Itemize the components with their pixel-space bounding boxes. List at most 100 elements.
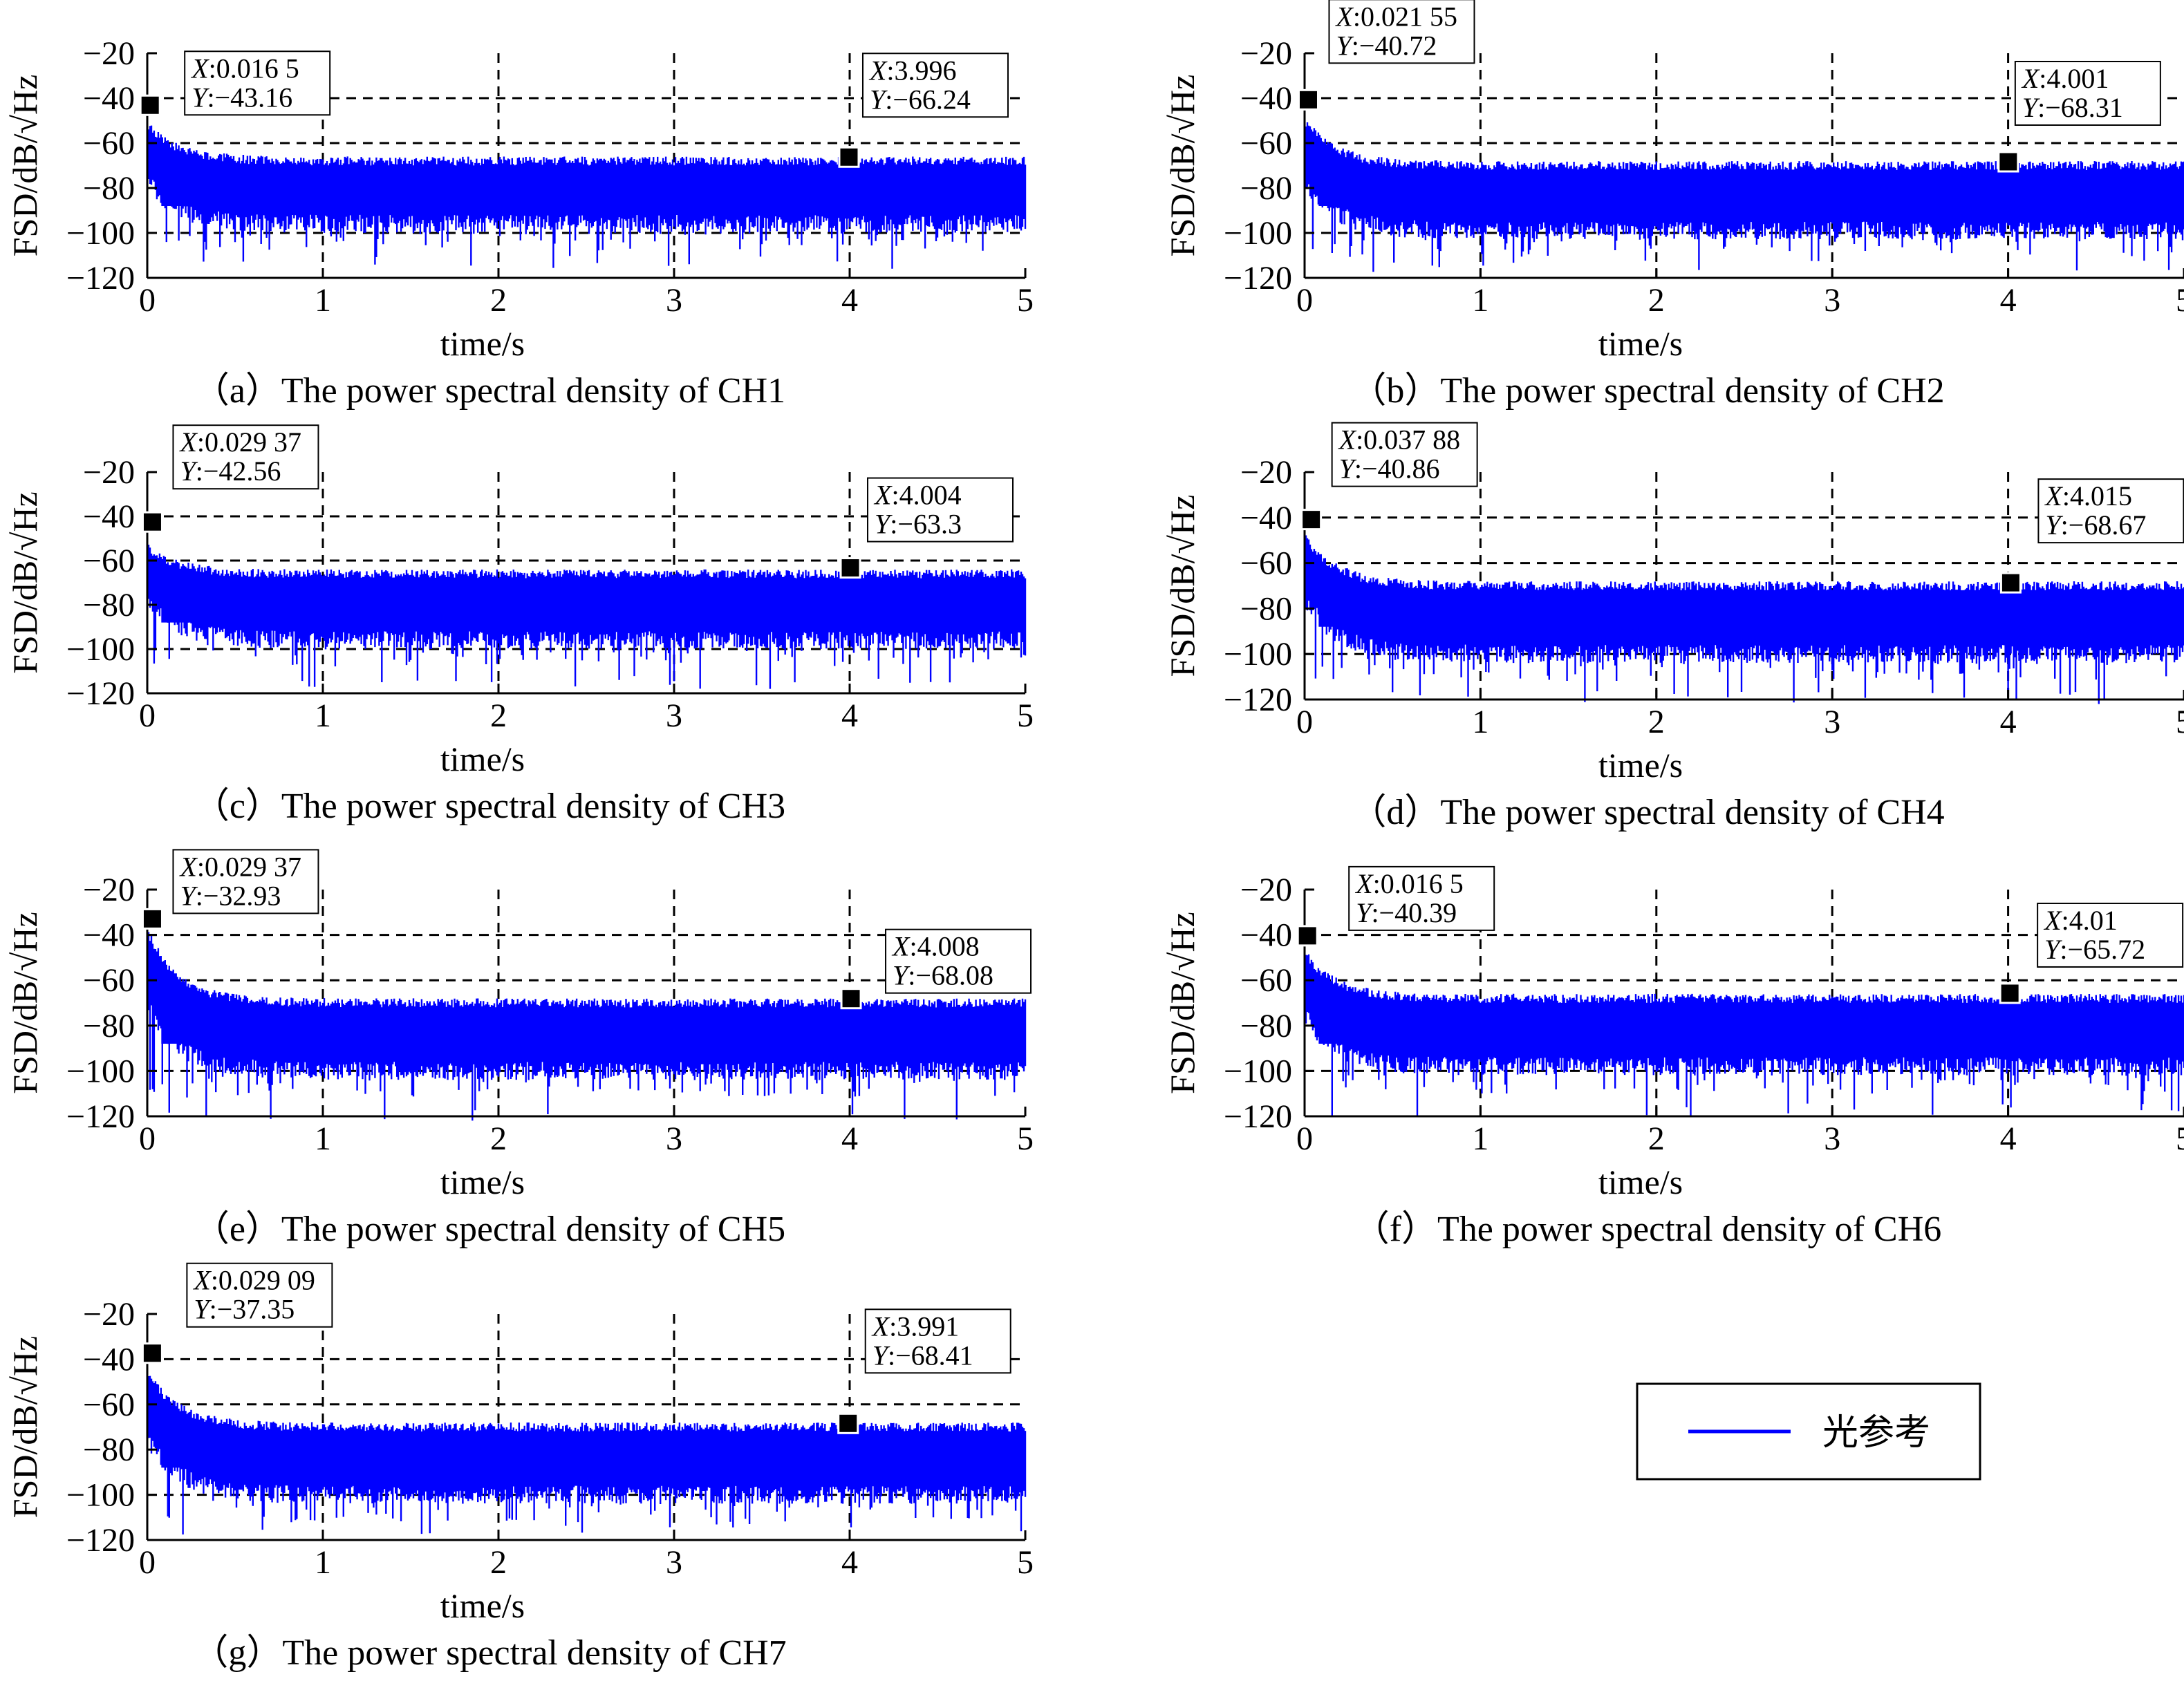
- datatip-marker: [837, 1412, 859, 1434]
- x-tick-label: 4: [2000, 704, 2017, 740]
- datatip-y: Y:−40.72: [1336, 30, 1437, 61]
- y-tick-label: −100: [1224, 1053, 1292, 1089]
- datatip-box: [885, 928, 1032, 994]
- x-tick-label: 0: [1296, 1120, 1313, 1157]
- x-tick-label: 4: [841, 1544, 858, 1581]
- datatip-y: Y:−68.31: [2022, 92, 2123, 123]
- datatip-box: [172, 849, 319, 914]
- x-tick-label: 5: [1017, 1120, 1034, 1157]
- y-tick-label: −100: [66, 631, 135, 668]
- y-tick-label: −60: [1240, 125, 1292, 162]
- x-tick-label: 1: [1472, 282, 1488, 319]
- x-axis-title: time/s: [1598, 324, 1683, 363]
- x-tick-label: 2: [490, 1544, 507, 1581]
- y-tick-label: −120: [1224, 1098, 1292, 1135]
- psd-band: [161, 1431, 1025, 1468]
- datatip-x: X:4.001: [2021, 63, 2109, 94]
- datatip-y: Y:−43.16: [192, 82, 292, 113]
- datatip-box: [172, 424, 319, 490]
- y-tick-label: −80: [1240, 590, 1292, 627]
- y-tick-label: −40: [83, 917, 135, 954]
- datatip-x: X:0.029 37: [178, 851, 301, 882]
- datatip-x: X:4.004: [873, 480, 962, 511]
- y-axis-title: FSD/dB/√Hz: [6, 491, 44, 674]
- datatip-marker: [840, 988, 862, 1010]
- datatip-y: Y:−68.08: [893, 960, 993, 991]
- x-tick-label: 2: [1648, 282, 1665, 319]
- y-tick-label: −40: [83, 498, 135, 535]
- y-tick-label: −40: [1240, 500, 1292, 536]
- y-axis-title: FSD/dB/√Hz: [6, 1336, 44, 1519]
- y-axis-title: FSD/dB/√Hz: [6, 912, 44, 1094]
- datatip-box: [867, 477, 1014, 543]
- datatip-marker: [141, 908, 163, 930]
- x-tick-label: 5: [2176, 282, 2184, 319]
- y-tick-label: −80: [1240, 1008, 1292, 1044]
- x-tick-label: 2: [490, 697, 507, 734]
- datatip-box: [1328, 0, 1475, 64]
- y-tick-label: −40: [1240, 917, 1292, 954]
- psd-band: [161, 1007, 1025, 1044]
- x-tick-label: 4: [2000, 282, 2017, 319]
- x-tick-label: 4: [841, 697, 858, 734]
- y-tick-label: −40: [83, 80, 135, 117]
- datatip-y: Y:−37.35: [194, 1294, 295, 1325]
- datatip-box: [2037, 478, 2184, 544]
- y-tick-label: −20: [1240, 872, 1292, 908]
- x-tick-label: 4: [841, 1120, 858, 1157]
- y-axis-title: FSD/dB/√Hz: [6, 75, 44, 257]
- y-tick-label: −80: [83, 587, 135, 623]
- datatip-x: X:0.029 37: [178, 426, 301, 458]
- x-tick-label: 3: [1824, 1120, 1840, 1157]
- datatip-box: [184, 50, 331, 116]
- datatip-x: X:3.991: [871, 1311, 960, 1342]
- datatip-marker: [1999, 572, 2022, 594]
- panel-caption: （a）The power spectral density of CH1: [194, 371, 785, 411]
- datatip-marker: [838, 146, 860, 168]
- datatip-x: X:4.01: [2043, 905, 2118, 936]
- datatip-y: Y:−42.56: [180, 456, 281, 487]
- psd-band: [1318, 170, 2184, 206]
- panel-caption: （c）The power spectral density of CH3: [194, 787, 785, 826]
- panel-caption: （f）The power spectral density of CH6: [1354, 1210, 1942, 1249]
- y-axis-title: FSD/dB/√Hz: [1163, 495, 1202, 677]
- datatip-box: [864, 1308, 1011, 1374]
- datatip-y: Y:−65.72: [2044, 934, 2145, 965]
- x-tick-label: 3: [666, 1544, 682, 1581]
- datatip-marker: [1999, 982, 2021, 1004]
- datatip-marker: [1296, 925, 1318, 947]
- legend-label: 光参考: [1822, 1412, 1930, 1454]
- datatip-y: Y:−68.41: [872, 1340, 973, 1371]
- datatip-box: [186, 1262, 333, 1328]
- y-tick-label: −20: [1240, 35, 1292, 72]
- psd-band: [1318, 1007, 2184, 1044]
- psd-band: [1318, 590, 2184, 627]
- x-axis-title: time/s: [1598, 746, 1683, 785]
- datatip-x: X:4.008: [891, 931, 980, 962]
- datatip-x: X:0.037 88: [1338, 424, 1461, 456]
- y-tick-label: −60: [83, 962, 135, 999]
- datatip-y: Y:−68.67: [2045, 509, 2146, 541]
- x-tick-label: 2: [490, 282, 507, 319]
- y-tick-label: −80: [83, 1008, 135, 1044]
- datatip-y: Y:−40.86: [1339, 453, 1440, 485]
- x-tick-label: 4: [2000, 1120, 2017, 1157]
- x-tick-label: 3: [1824, 704, 1840, 740]
- x-tick-label: 1: [315, 1544, 331, 1581]
- x-tick-label: 0: [1296, 282, 1313, 319]
- y-tick-label: −80: [83, 1431, 135, 1468]
- x-tick-label: 1: [315, 697, 331, 734]
- y-tick-label: −100: [66, 1053, 135, 1089]
- datatip-marker: [1300, 509, 1323, 531]
- x-tick-label: 0: [139, 282, 156, 319]
- x-tick-label: 5: [2176, 704, 2184, 740]
- x-tick-label: 0: [1296, 704, 1313, 740]
- psd-band: [161, 587, 1025, 623]
- datatip-box: [2014, 61, 2161, 126]
